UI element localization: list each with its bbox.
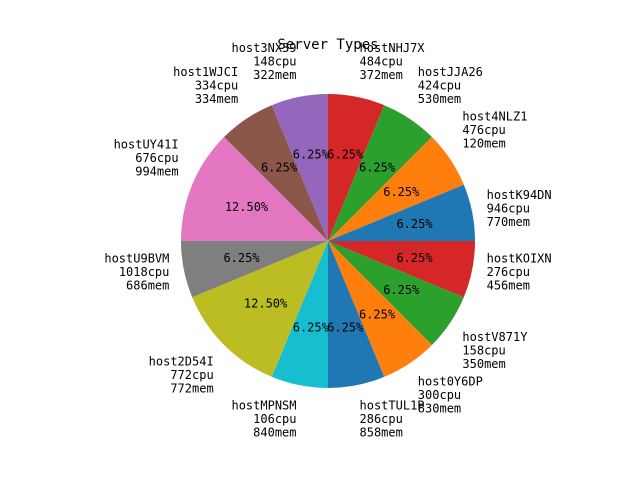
slice-label-host2d54i: host2D54I 772cpu 772mem <box>149 354 214 395</box>
pct-label-hosttul1p: 6.25% <box>327 321 364 335</box>
pct-label-hostu9bvm: 6.25% <box>223 251 260 265</box>
pie-slices <box>181 94 475 388</box>
slice-label-hostuy41i: hostUY41I 676cpu 994mem <box>114 138 179 179</box>
slice-label-hosttul1p: hostTUL1P 286cpu 858mem <box>360 399 425 440</box>
slice-label-host4nlz1: host4NLZ1 476cpu 120mem <box>462 110 527 151</box>
slice-label-hostkoixn: hostKOIXN 276cpu 456mem <box>487 251 552 292</box>
slice-label-host0y6dp: host0Y6DP 300cpu 830mem <box>418 374 483 415</box>
slice-label-host3nx39: host3NX39 148cpu 322mem <box>231 41 296 82</box>
slice-label-hostmpnsm: hostMPNSM 106cpu 840mem <box>231 399 296 440</box>
pct-label-hostnhj7x: 6.25% <box>327 148 364 162</box>
pct-label-hostkoixn: 6.25% <box>396 251 433 265</box>
pct-label-host2d54i: 12.50% <box>244 296 288 310</box>
pct-label-hostk94dn: 6.25% <box>396 217 433 231</box>
pct-label-hostuy41i: 12.50% <box>225 200 269 214</box>
pct-label-host4nlz1: 6.25% <box>383 185 420 199</box>
pct-label-hostmpnsm: 6.25% <box>293 321 330 335</box>
slice-label-hostk94dn: hostK94DN 946cpu 770mem <box>487 188 552 229</box>
slice-label-hostu9bvm: hostU9BVM 1018cpu 686mem <box>104 251 169 292</box>
pct-label-host1wjci: 6.25% <box>261 161 298 175</box>
slice-label-host1wjci: host1WJCI 334cpu 334mem <box>173 65 238 106</box>
pct-label-hostv871y: 6.25% <box>383 283 420 297</box>
slice-label-hostv871y: hostV871Y 158cpu 350mem <box>462 330 528 371</box>
pct-label-host3nx39: 6.25% <box>293 148 330 162</box>
slice-label-hostnhj7x: hostNHJ7X 484cpu 372mem <box>360 41 426 82</box>
pct-label-hostjja26: 6.25% <box>359 161 396 175</box>
slice-label-hostjja26: hostJJA26 424cpu 530mem <box>418 65 483 106</box>
pct-label-host0y6dp: 6.25% <box>359 307 396 321</box>
